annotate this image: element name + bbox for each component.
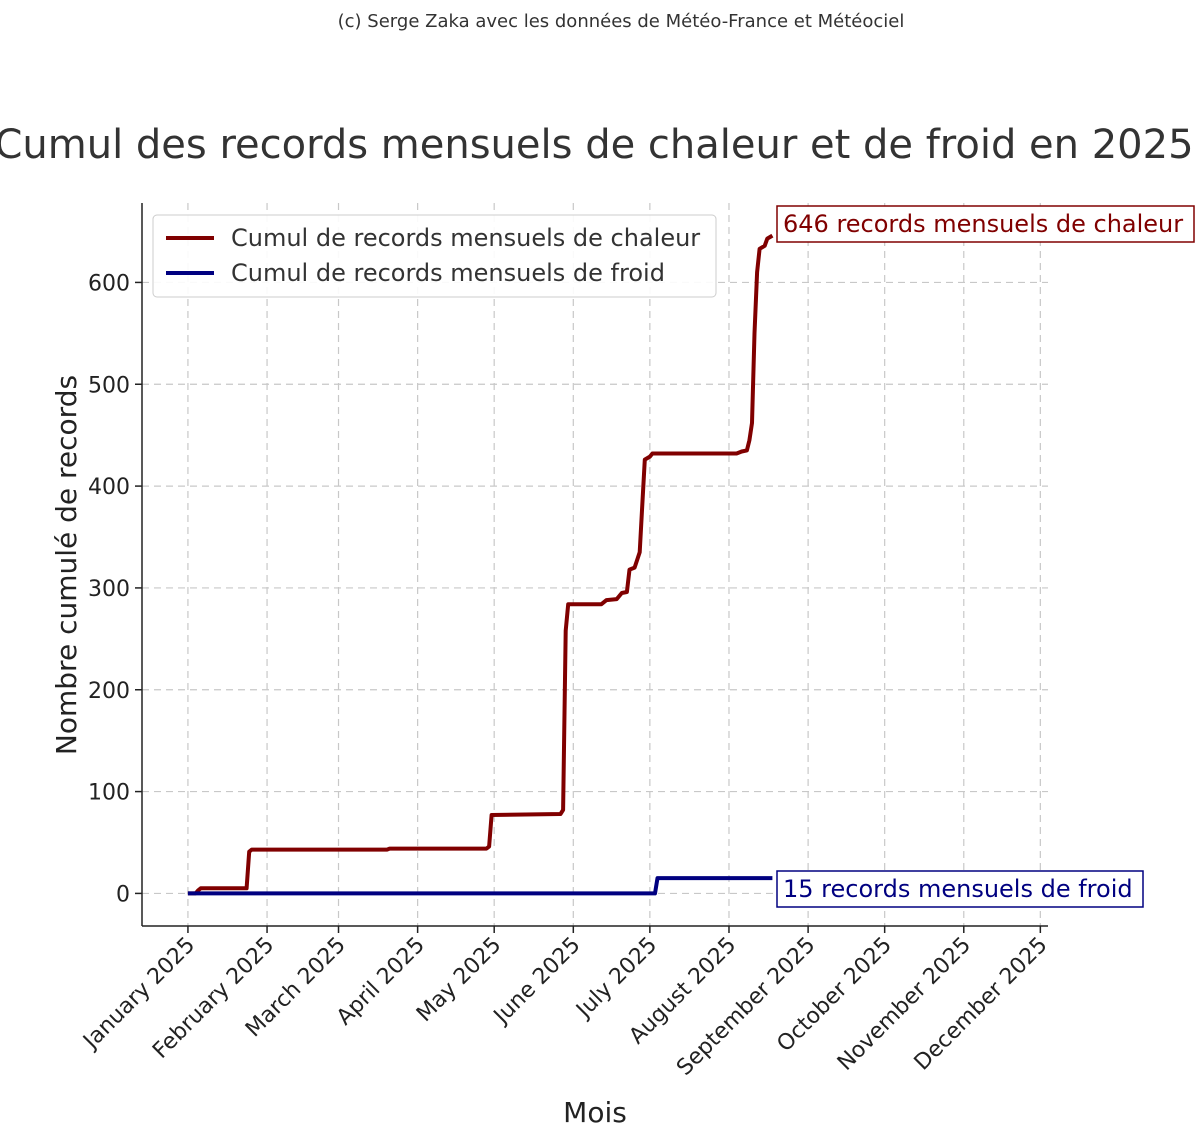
annotation-chaleur-box <box>776 205 1195 243</box>
grid-layer <box>142 203 1048 926</box>
y-tick-label: 0 <box>116 882 130 907</box>
legend-label-chaleur: Cumul de records mensuels de chaleur <box>231 224 700 252</box>
annotation-froid-box <box>776 870 1144 908</box>
annotation-chaleur-text: 646 records mensuels de chaleur <box>783 210 1183 238</box>
series-line-chaleur <box>187 233 774 896</box>
y-tick-label: 600 <box>88 271 130 296</box>
chart-title: Cumul des records mensuels de chaleur et… <box>0 122 1194 168</box>
annotation-froid-text: 15 records mensuels de froid <box>783 875 1133 903</box>
credit-text: (c) Serge Zaka avec les données de Météo… <box>338 11 905 32</box>
annotation-froid: 15 records mensuels de froid <box>776 870 1144 908</box>
y-tick-label: 100 <box>88 781 130 806</box>
x-tick-label: September 2025 <box>672 933 820 1081</box>
y-tick-label: 200 <box>88 679 130 704</box>
y-tick-label: 300 <box>88 577 130 602</box>
series-layer <box>187 233 774 896</box>
legend-box <box>152 214 717 298</box>
series-line-froid <box>187 876 773 896</box>
annotation-chaleur: 646 records mensuels de chaleur <box>776 205 1195 243</box>
x-tick-label: December 2025 <box>910 933 1053 1076</box>
y-axis-label: Nombre cumulé de records <box>50 375 83 755</box>
x-tick-label: November 2025 <box>833 933 976 1076</box>
legend: Cumul de records mensuels de chaleur Cum… <box>152 214 717 298</box>
x-axis-label: Mois <box>563 1096 627 1129</box>
y-tick-label: 500 <box>88 373 130 398</box>
y-tick-label: 400 <box>88 475 130 500</box>
legend-label-froid: Cumul de records mensuels de froid <box>231 259 665 287</box>
